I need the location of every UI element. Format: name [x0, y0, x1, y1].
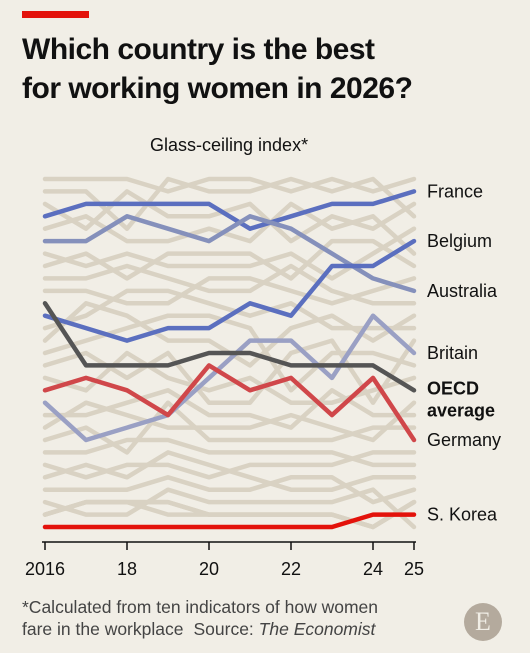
economist-logo: E	[464, 603, 502, 641]
footnote-line-1: *Calculated from ten indicators of how w…	[22, 597, 379, 617]
x-tick-label: 24	[363, 559, 383, 579]
x-axis-ticks: 2016 18 20 22 24 25	[25, 542, 424, 579]
background-series-line	[42, 238, 417, 281]
series-line-britain	[42, 313, 417, 443]
series-line-belgium	[42, 238, 417, 343]
chart-title: Which country is the best for working wo…	[22, 33, 413, 105]
background-series-line	[42, 487, 417, 530]
x-tick-label: 2016	[25, 559, 65, 579]
series-line-oecd-average	[42, 301, 417, 393]
highlight-series-group	[42, 189, 417, 530]
background-series-line	[42, 437, 417, 468]
x-tick-label: 18	[117, 559, 137, 579]
series-line-s-korea	[42, 512, 417, 530]
x-tick-label: 25	[404, 559, 424, 579]
series-label: Australia	[427, 281, 498, 301]
background-series-line	[42, 450, 417, 480]
background-series-line	[42, 475, 417, 505]
series-line-france	[42, 189, 417, 231]
series-label: OECD	[427, 378, 479, 398]
background-series-line	[42, 276, 417, 306]
background-series-line	[42, 400, 417, 455]
brand-red-bar	[22, 11, 89, 18]
x-tick-label: 22	[281, 559, 301, 579]
source-name: The Economist	[258, 619, 376, 639]
series-label: average	[427, 400, 495, 420]
series-label: S. Korea	[427, 505, 498, 525]
series-label: Britain	[427, 343, 478, 363]
series-label: Belgium	[427, 231, 492, 251]
background-series-line	[42, 450, 417, 492]
series-label: France	[427, 181, 483, 201]
series-line-germany	[42, 363, 417, 443]
footnote-line-2: fare in the workplace Source: The Economi…	[22, 618, 378, 640]
chart-subtitle: Glass-ceiling index*	[150, 135, 309, 155]
series-label: Germany	[427, 430, 501, 450]
x-tick-label: 20	[199, 559, 219, 579]
footnote-text: fare in the workplace	[22, 619, 184, 639]
series-labels: France Australia Belgium Britain OECDaverage…	[427, 181, 501, 524]
source-label: Source:	[193, 619, 254, 639]
footnote: *Calculated from ten indicators of how w…	[22, 596, 378, 640]
